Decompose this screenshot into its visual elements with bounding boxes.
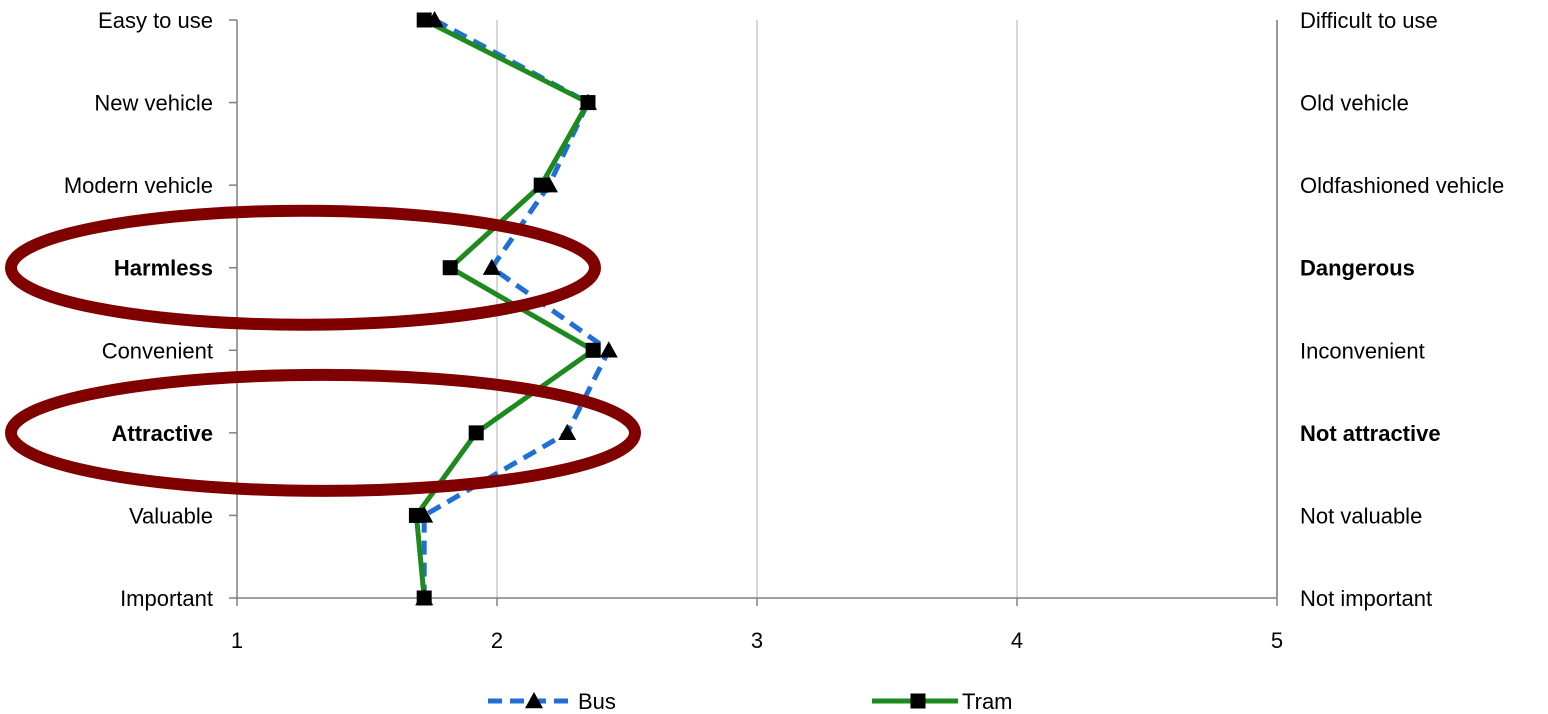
bus-marker bbox=[482, 258, 501, 275]
bus-marker bbox=[558, 423, 577, 441]
tram-marker bbox=[468, 425, 484, 441]
row-label-right: Old vehicle bbox=[1300, 91, 1409, 116]
tram-marker bbox=[408, 507, 424, 523]
x-tick-label: 2 bbox=[491, 628, 503, 653]
tram-marker bbox=[442, 260, 458, 276]
axes-layer bbox=[229, 19, 1278, 606]
bus-marker bbox=[599, 341, 618, 358]
tram-marker bbox=[416, 590, 432, 606]
x-tick-label: 5 bbox=[1271, 628, 1283, 653]
x-tick-label: 1 bbox=[231, 628, 243, 653]
row-label-right: Dangerous bbox=[1300, 256, 1415, 281]
tram-marker bbox=[910, 693, 926, 709]
x-tick-label: 3 bbox=[751, 628, 763, 653]
tram-marker bbox=[533, 177, 549, 193]
x-tick-label: 4 bbox=[1011, 628, 1023, 653]
legend-label-bus: Bus bbox=[578, 689, 616, 714]
legend-label-tram: Tram bbox=[962, 689, 1013, 714]
row-label-left: New vehicle bbox=[94, 91, 213, 116]
row-label-right: Not valuable bbox=[1300, 503, 1422, 528]
row-label-left: Modern vehicle bbox=[64, 173, 213, 198]
bus-marker bbox=[525, 692, 543, 709]
highlight-ellipse bbox=[5, 204, 601, 331]
tram-marker bbox=[416, 12, 432, 28]
highlight-layer bbox=[5, 204, 641, 497]
tram-marker bbox=[580, 95, 596, 111]
row-label-left: Valuable bbox=[129, 503, 213, 528]
tram-marker bbox=[585, 342, 601, 358]
row-label-left: Attractive bbox=[112, 421, 213, 446]
labels-layer: 1 2 3 4 5 Easy to use Difficult to use New vehi… bbox=[64, 8, 1504, 653]
row-label-left: Convenient bbox=[102, 338, 213, 363]
row-label-right: Not important bbox=[1300, 586, 1432, 611]
row-label-left: Harmless bbox=[114, 256, 213, 281]
highlight-ellipse bbox=[5, 368, 641, 497]
row-label-right: Inconvenient bbox=[1300, 338, 1425, 363]
legend-layer: Bus Tram bbox=[488, 689, 1013, 714]
row-label-left: Easy to use bbox=[98, 8, 213, 33]
grid-layer bbox=[496, 20, 1278, 598]
row-label-left: Important bbox=[120, 586, 213, 611]
row-label-right: Difficult to use bbox=[1300, 8, 1438, 33]
row-label-right: Oldfashioned vehicle bbox=[1300, 173, 1504, 198]
row-label-right: Not attractive bbox=[1300, 421, 1441, 446]
